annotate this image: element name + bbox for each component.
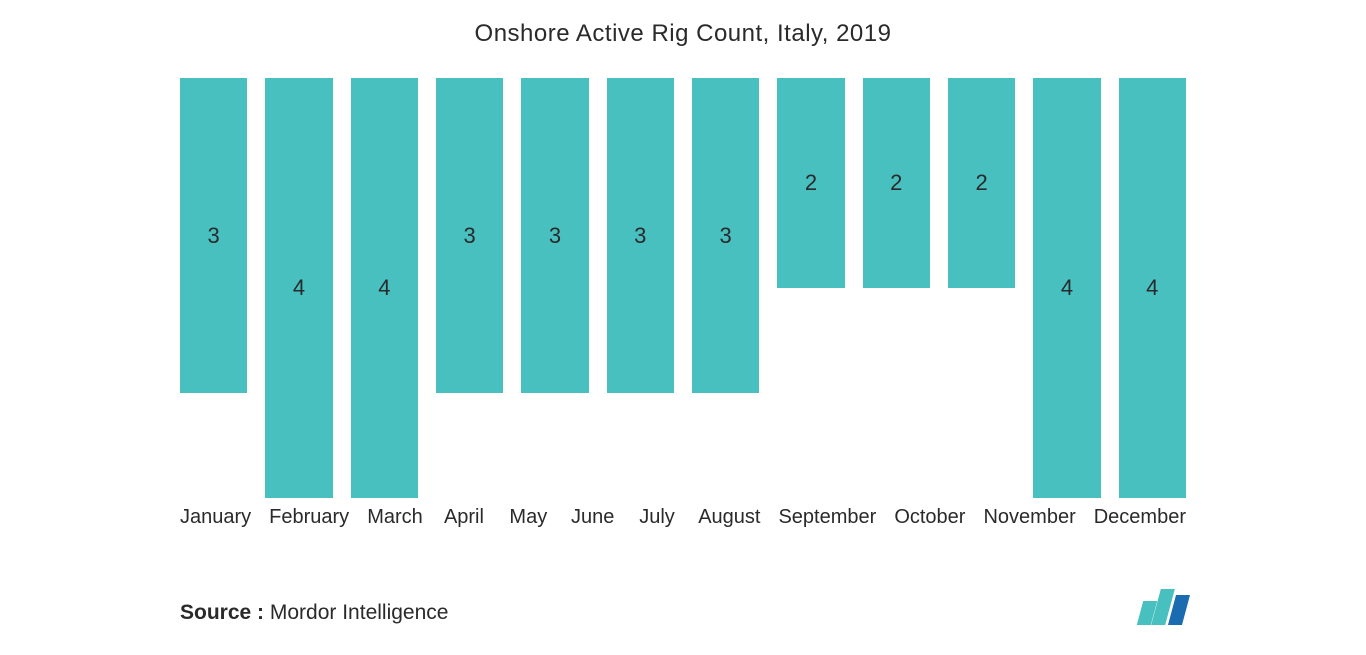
bar-column: 4 (1033, 78, 1100, 498)
bar-value-label: 4 (1061, 275, 1073, 301)
bar: 3 (607, 78, 674, 393)
bar: 2 (948, 78, 1015, 288)
bar: 4 (351, 78, 418, 498)
bars-row: 3 4 4 3 3 3 3 2 2 2 4 4 (180, 78, 1186, 498)
bar: 4 (1119, 78, 1186, 498)
plot-area: 3 4 4 3 3 3 3 2 2 2 4 4 January February March April Ma… (60, 78, 1306, 529)
category-label: July (634, 506, 680, 529)
brand-logo-icon (1140, 589, 1186, 625)
category-label: June (569, 506, 615, 529)
bar-column: 2 (777, 78, 844, 498)
bar: 4 (1033, 78, 1100, 498)
bar: 3 (692, 78, 759, 393)
chart-title: Onshore Active Rig Count, Italy, 2019 (60, 20, 1306, 48)
source-citation: Source : Mordor Intelligence (180, 601, 448, 625)
bar: 2 (777, 78, 844, 288)
category-labels-row: January February March April May June July Augu… (180, 506, 1186, 529)
bar: 3 (436, 78, 503, 393)
bar: 4 (265, 78, 332, 498)
bar-value-label: 4 (378, 275, 390, 301)
category-label: December (1094, 506, 1186, 529)
bar-value-label: 2 (890, 170, 902, 196)
category-label: September (778, 506, 876, 529)
bar-value-label: 2 (975, 170, 987, 196)
bar: 2 (863, 78, 930, 288)
bar: 3 (180, 78, 247, 393)
bar-column: 4 (351, 78, 418, 498)
bar-column: 2 (948, 78, 1015, 498)
category-label: November (983, 506, 1075, 529)
bar-column: 4 (1119, 78, 1186, 498)
source-value: Mordor Intelligence (270, 601, 449, 624)
bar-value-label: 2 (805, 170, 817, 196)
bar-value-label: 3 (208, 223, 220, 249)
bar-value-label: 3 (634, 223, 646, 249)
bar-value-label: 4 (1146, 275, 1158, 301)
chart-container: Onshore Active Rig Count, Italy, 2019 3 4… (0, 0, 1366, 655)
category-label: March (367, 506, 423, 529)
bar-column: 4 (265, 78, 332, 498)
category-label: January (180, 506, 251, 529)
bar-column: 3 (436, 78, 503, 498)
bar-column: 3 (521, 78, 588, 498)
category-label: October (894, 506, 965, 529)
bar: 3 (521, 78, 588, 393)
category-label: February (269, 506, 349, 529)
chart-footer: Source : Mordor Intelligence (60, 589, 1306, 625)
category-label: April (441, 506, 487, 529)
bar-value-label: 3 (464, 223, 476, 249)
bar-column: 2 (863, 78, 930, 498)
bar-column: 3 (692, 78, 759, 498)
category-label: May (505, 506, 551, 529)
bar-column: 3 (180, 78, 247, 498)
source-label: Source : (180, 601, 264, 624)
bar-value-label: 3 (720, 223, 732, 249)
category-label: August (698, 506, 760, 529)
bar-value-label: 4 (293, 275, 305, 301)
bar-value-label: 3 (549, 223, 561, 249)
bar-column: 3 (607, 78, 674, 498)
